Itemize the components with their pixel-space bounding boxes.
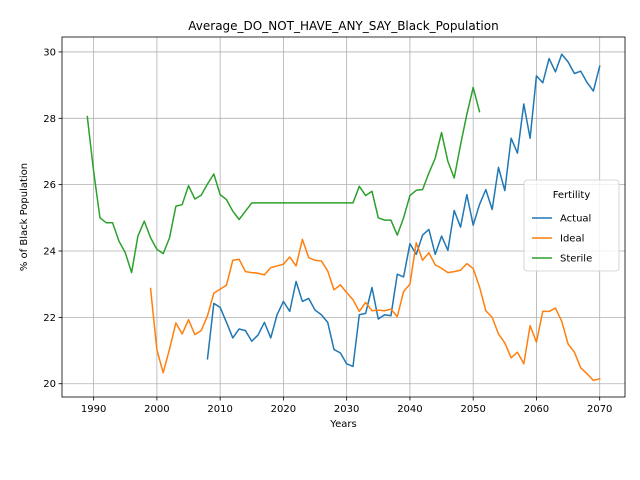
series-line-actual [206, 53, 601, 368]
legend-label-ideal: Ideal [560, 234, 584, 245]
legend: Fertility Actual Ideal Sterile [523, 179, 620, 272]
plot-frame [61, 36, 626, 398]
x-tick-label: 2010 [207, 404, 232, 415]
y-tick-label: 28 [43, 114, 56, 125]
x-tick-label: 2060 [524, 404, 549, 415]
x-tick-label: 1990 [81, 404, 106, 415]
series-line-sterile [86, 86, 481, 274]
x-tick-label: 2020 [271, 404, 296, 415]
y-axis-title: % of Black Population [19, 163, 30, 271]
legend-label-sterile: Sterile [560, 254, 592, 265]
y-tick-label: 20 [43, 379, 56, 390]
y-tick-label: 24 [43, 247, 56, 258]
y-tick-label: 22 [43, 313, 56, 324]
chart-title: Average_DO_NOT_HAVE_ANY_SAY_Black_Popula… [188, 19, 498, 33]
x-tick-label: 2050 [460, 404, 485, 415]
x-axis-title: Years [329, 419, 356, 430]
legend-box [523, 179, 620, 272]
series-lines [86, 53, 601, 382]
y-tick-label: 26 [43, 180, 56, 191]
x-tick-label: 2070 [587, 404, 612, 415]
x-tick-label: 2040 [397, 404, 422, 415]
axis-ticks: 1990 2000 2010 2020 2030 2040 2050 2060 2070 20 22… [43, 47, 612, 415]
y-tick-label: 30 [43, 47, 56, 58]
legend-title: Fertility [553, 190, 591, 201]
series-line-ideal [149, 238, 601, 382]
legend-label-actual: Actual [560, 214, 591, 225]
x-tick-label: 2000 [144, 404, 169, 415]
x-tick-label: 2030 [334, 404, 359, 415]
